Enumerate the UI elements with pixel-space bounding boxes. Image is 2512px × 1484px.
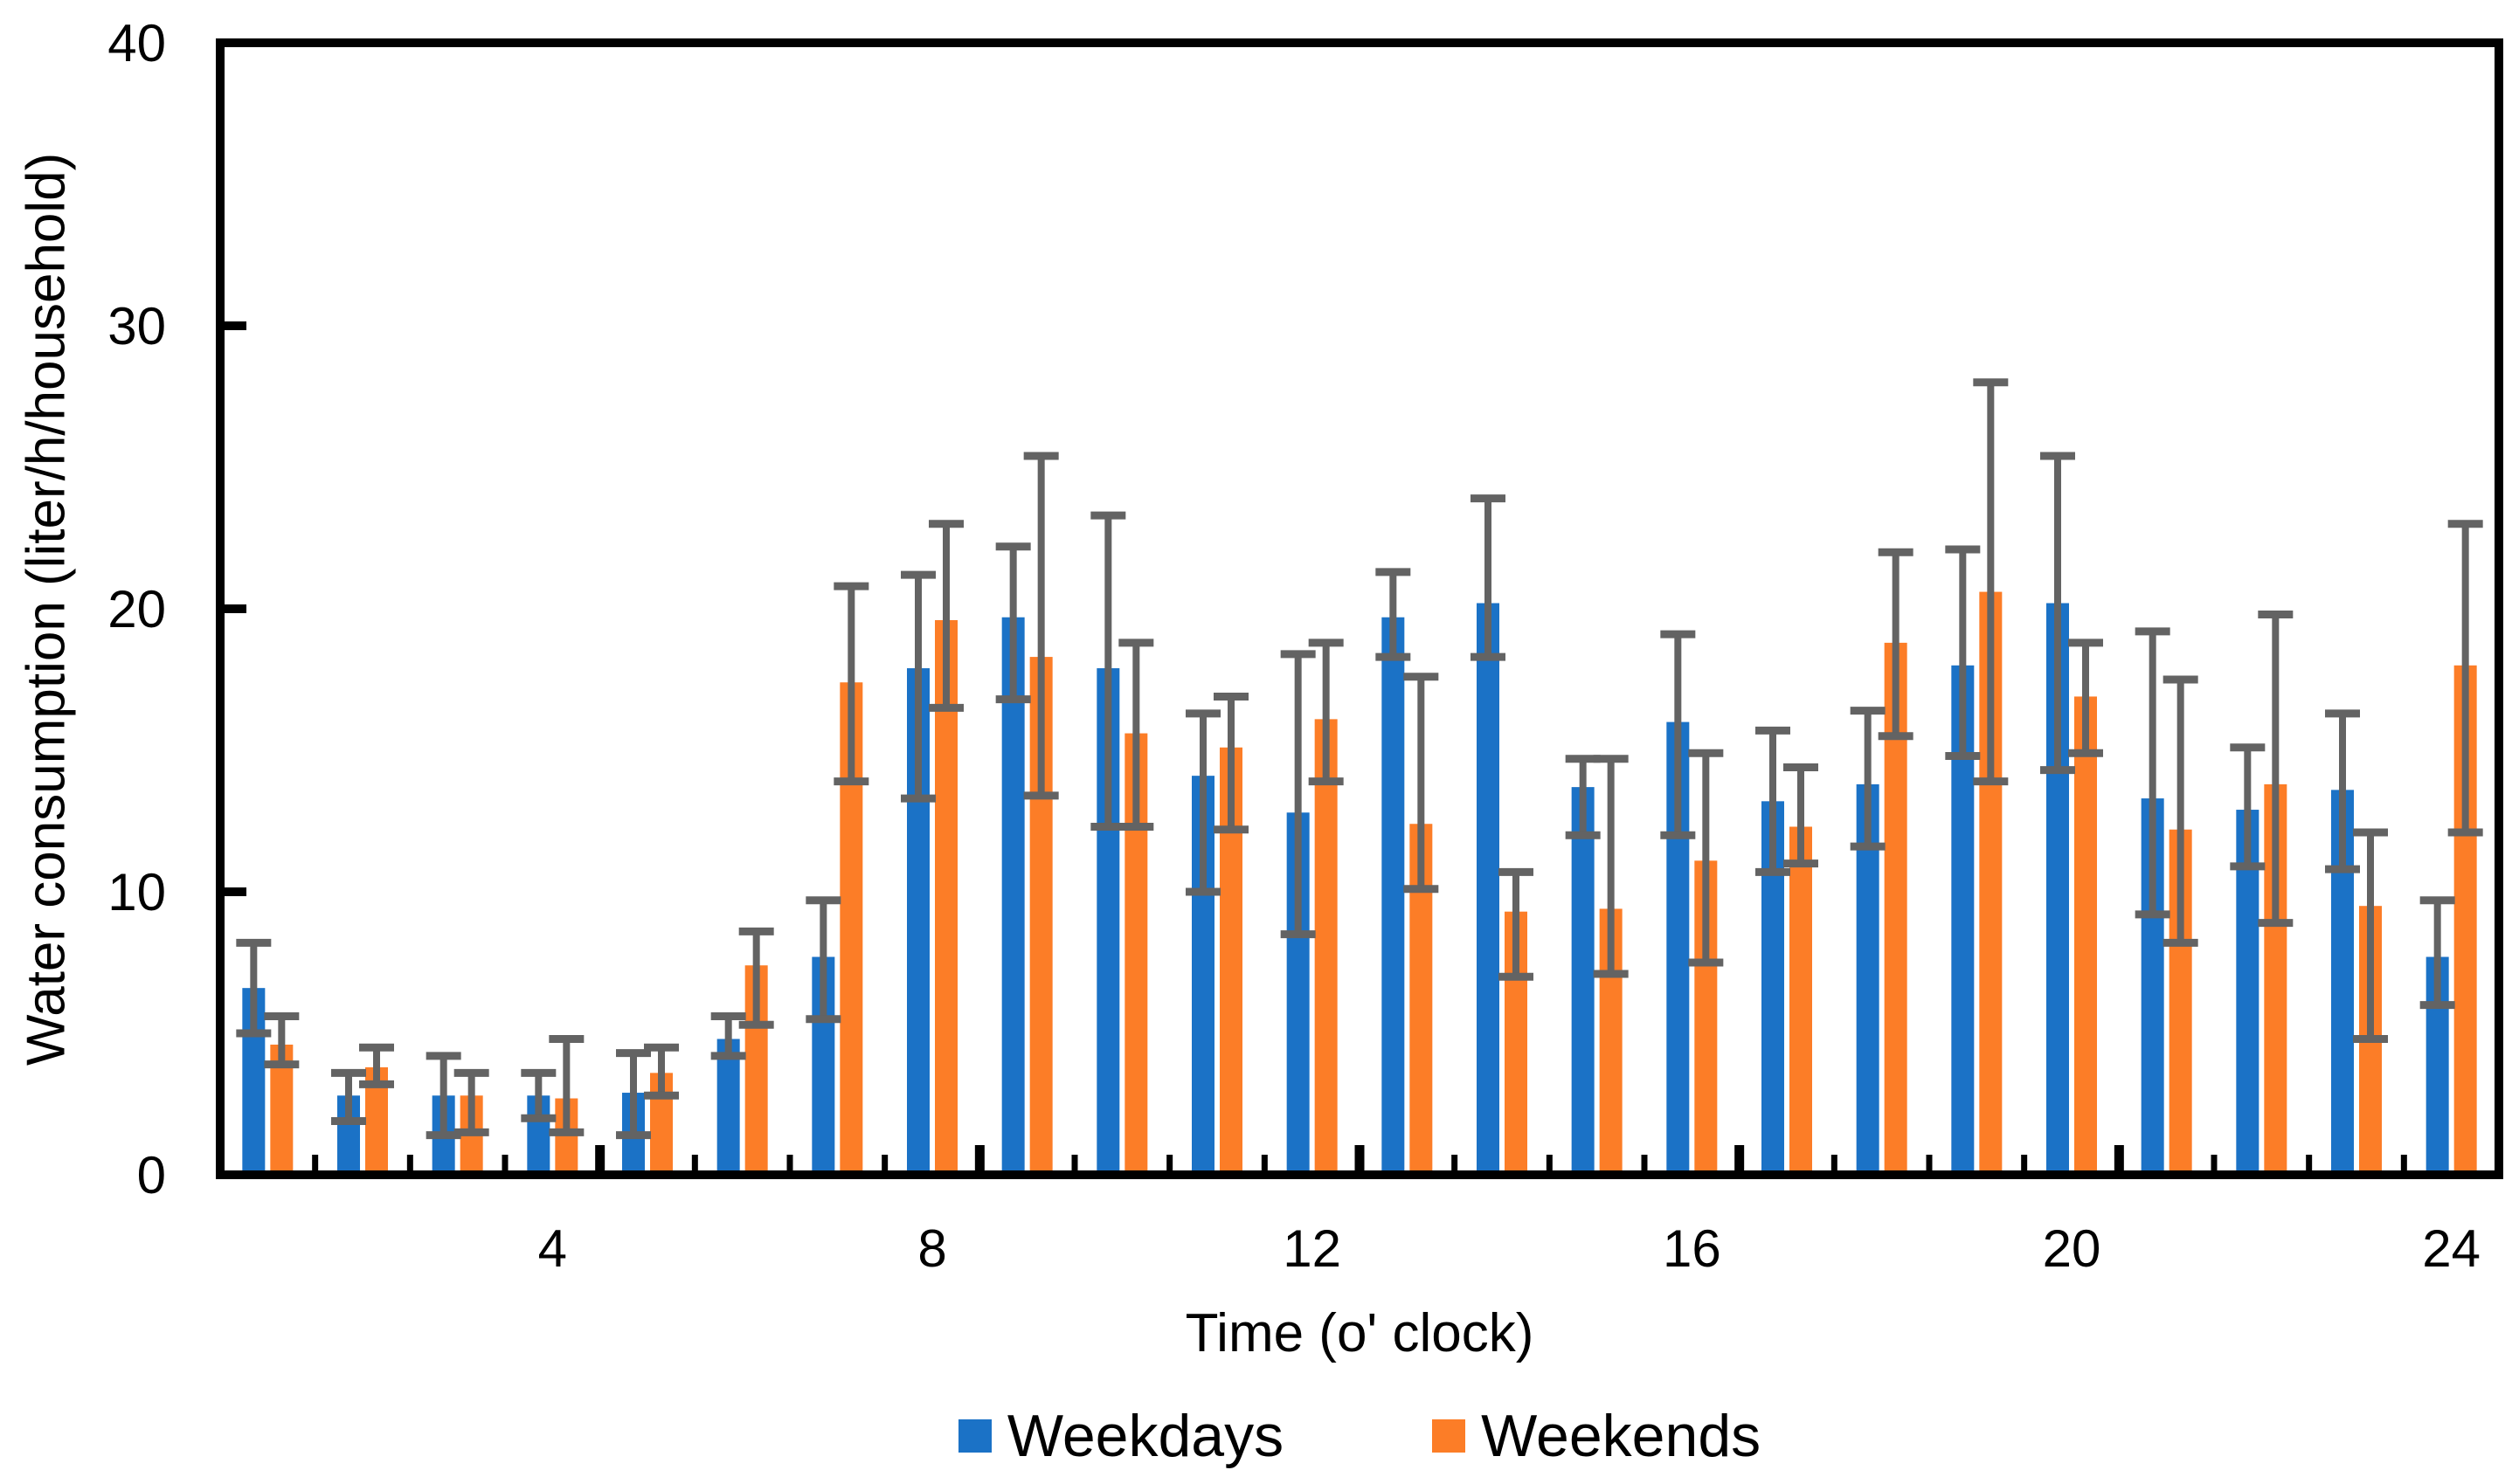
error-bar-weekdays-hour-6 xyxy=(710,1012,746,1060)
bar-weekdays-hour-6 xyxy=(716,1039,740,1175)
error-bar-weekdays-hour-10 xyxy=(1090,511,1126,831)
bar-weekdays-hour-9 xyxy=(1001,617,1025,1175)
error-bar-weekends-hour-3 xyxy=(453,1068,489,1136)
legend-label-weekends: Weekends xyxy=(1481,1403,1761,1469)
error-bar-weekdays-hour-4 xyxy=(521,1068,557,1122)
error-bar-weekdays-hour-15 xyxy=(1565,755,1601,839)
error-bar-weekends-hour-7 xyxy=(834,582,869,786)
y-tick-label-30: 30 xyxy=(107,297,166,355)
y-tick-label-0: 0 xyxy=(137,1146,166,1204)
error-bar-weekends-hour-5 xyxy=(644,1043,679,1100)
error-bar-weekdays-hour-8 xyxy=(901,570,936,803)
error-bar-weekdays-hour-9 xyxy=(995,542,1031,704)
legend: Weekdays Weekends xyxy=(220,1402,2499,1470)
y-tick-label-10: 10 xyxy=(107,863,166,921)
error-bar-weekends-hour-20 xyxy=(2068,638,2103,757)
error-bar-weekends-hour-15 xyxy=(1593,755,1629,978)
bar-weekends-hour-20 xyxy=(2074,696,2097,1175)
y-tick-label-20: 20 xyxy=(107,580,166,638)
error-bar-weekends-hour-24 xyxy=(2447,520,2483,837)
plot-frame xyxy=(216,38,2503,1179)
error-bar-weekends-hour-11 xyxy=(1214,692,1249,834)
y-tick-label-40: 40 xyxy=(107,14,166,72)
legend-item-weekends: Weekends xyxy=(1432,1402,1761,1470)
y-axis-title: Water consumption (liter/h/household) xyxy=(16,152,77,1066)
error-bar-weekends-hour-18 xyxy=(1878,548,1913,741)
error-bar-weekends-hour-23 xyxy=(2353,828,2388,1043)
x-tick-label-16: 16 xyxy=(1663,1219,1721,1278)
error-bar-weekends-hour-1 xyxy=(264,1012,300,1069)
weekdays-swatch-icon xyxy=(958,1419,992,1453)
error-bar-weekdays-hour-11 xyxy=(1186,709,1221,896)
x-tick-label-8: 8 xyxy=(917,1219,946,1278)
error-bar-weekdays-hour-1 xyxy=(236,938,272,1038)
bar-weekdays-hour-13 xyxy=(1381,617,1405,1175)
legend-item-weekdays: Weekdays xyxy=(958,1402,1284,1470)
error-bar-weekends-hour-17 xyxy=(1783,763,1818,868)
error-bar-weekends-hour-8 xyxy=(929,520,964,712)
bar-weekdays-hour-14 xyxy=(1477,603,1499,1175)
error-bar-weekends-hour-21 xyxy=(2163,675,2198,947)
bar-weekdays-hour-22 xyxy=(2236,810,2259,1175)
error-bar-weekdays-hour-16 xyxy=(1660,630,1696,839)
error-bar-weekends-hour-6 xyxy=(738,927,774,1029)
x-tick-label-12: 12 xyxy=(1283,1219,1341,1278)
legend-label-weekdays: Weekdays xyxy=(1007,1403,1284,1469)
error-bar-weekdays-hour-20 xyxy=(2040,452,2075,775)
x-tick-label-4: 4 xyxy=(538,1219,567,1278)
error-bar-weekends-hour-9 xyxy=(1023,452,1059,800)
bar-weekends-hour-8 xyxy=(935,619,958,1175)
x-axis-title: Time (o' clock) xyxy=(1185,1303,1534,1363)
error-bar-weekdays-hour-14 xyxy=(1471,494,1505,661)
error-bar-weekdays-hour-19 xyxy=(1945,545,1981,760)
error-bar-weekends-hour-4 xyxy=(549,1034,585,1136)
error-bar-weekends-hour-13 xyxy=(1403,673,1439,894)
bar-weekends-hour-17 xyxy=(1789,826,1812,1175)
error-bar-weekdays-hour-5 xyxy=(616,1049,651,1140)
error-bar-weekdays-hour-2 xyxy=(331,1068,366,1125)
x-tick-label-20: 20 xyxy=(2043,1219,2101,1278)
error-bar-weekends-hour-14 xyxy=(1498,867,1533,981)
x-tick-label-24: 24 xyxy=(2422,1219,2481,1278)
bar-weekdays-hour-15 xyxy=(1571,787,1595,1175)
error-bar-weekdays-hour-18 xyxy=(1850,707,1886,851)
error-bar-weekends-hour-10 xyxy=(1118,638,1154,831)
error-bar-weekends-hour-12 xyxy=(1308,638,1344,786)
error-bar-weekends-hour-22 xyxy=(2258,610,2294,928)
bar-weekends-hour-12 xyxy=(1314,719,1338,1175)
error-bar-weekdays-hour-24 xyxy=(2419,896,2455,1010)
error-bar-weekdays-hour-17 xyxy=(1755,726,1790,876)
error-bar-weekdays-hour-13 xyxy=(1375,568,1411,661)
error-bar-weekdays-hour-23 xyxy=(2325,709,2360,873)
error-bar-weekends-hour-19 xyxy=(1973,378,2009,786)
error-bar-weekdays-hour-21 xyxy=(2135,627,2170,919)
error-bar-weekdays-hour-22 xyxy=(2230,743,2266,871)
error-bar-weekdays-hour-3 xyxy=(426,1052,461,1140)
weekends-swatch-icon xyxy=(1432,1419,1466,1453)
error-bar-weekdays-hour-12 xyxy=(1280,650,1316,939)
error-bar-weekends-hour-2 xyxy=(359,1043,394,1088)
error-bar-weekends-hour-16 xyxy=(1688,749,1724,967)
error-bar-weekdays-hour-7 xyxy=(806,896,841,1024)
